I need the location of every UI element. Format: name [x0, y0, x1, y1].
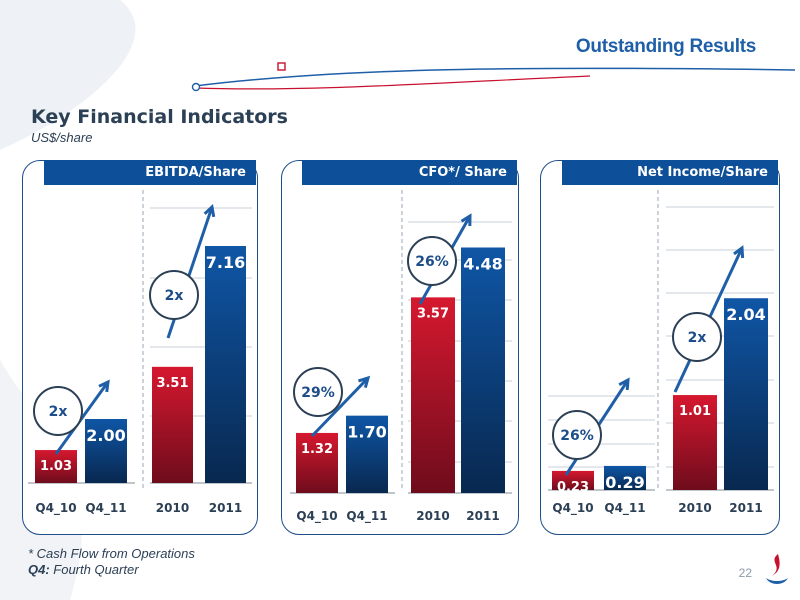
section-title: Key Financial Indicators [31, 106, 288, 128]
footnote-cfo: * Cash Flow from Operations [28, 546, 195, 561]
bar-2011 [461, 247, 505, 493]
data-label: 0.23 [557, 480, 589, 495]
category-label: Q4_10 [552, 501, 593, 516]
growth-badge [552, 410, 602, 460]
bar-q4_11 [85, 419, 127, 483]
growth-badge-label: 29% [301, 385, 335, 401]
data-label: 1.01 [679, 404, 711, 419]
data-label: 3.51 [156, 376, 188, 391]
bar-2011 [205, 246, 246, 483]
data-label: 2.04 [726, 305, 765, 324]
bar-2011 [724, 298, 768, 490]
growth-badge [149, 270, 199, 320]
category-label: 2011 [209, 501, 242, 515]
data-label: 3.57 [417, 306, 449, 321]
bar-2010 [411, 297, 455, 493]
growth-badge-label: 26% [560, 428, 594, 444]
bar-q4_10 [552, 470, 594, 490]
category-label: Q4_11 [346, 509, 387, 524]
panel-title-ebitda: EBITDA/Share [44, 160, 256, 185]
category-label: Q4_10 [296, 509, 337, 524]
growth-badge [33, 386, 83, 436]
data-label: 1.03 [40, 459, 72, 474]
category-label: Q4_11 [604, 501, 645, 516]
growth-badge-label: 2x [49, 404, 68, 420]
slide-title: Outstanding Results [575, 36, 756, 57]
data-label: 1.32 [301, 442, 333, 457]
growth-badge [407, 236, 457, 286]
growth-badge-label: 2x [165, 288, 184, 304]
category-label: 2011 [466, 509, 499, 523]
decorative-line [191, 62, 796, 92]
category-label: Q4_10 [35, 501, 76, 516]
data-label: 7.16 [206, 253, 245, 272]
data-label: 4.48 [463, 254, 502, 273]
arrow-head-icon [460, 213, 472, 227]
arrow-head-icon [98, 379, 110, 393]
data-label: 1.70 [347, 423, 386, 442]
company-logo-icon [766, 554, 788, 584]
category-label: 2010 [416, 509, 449, 523]
bar-q4_10 [296, 432, 338, 493]
growth-arrow [310, 376, 370, 438]
bar-q4_10 [35, 450, 77, 483]
category-label: 2010 [678, 501, 711, 515]
growth-badge-label: 2x [688, 330, 707, 346]
category-label: Q4_11 [85, 501, 126, 516]
bar-q4_11 [604, 465, 646, 490]
category-label: 2010 [156, 501, 189, 515]
arrow-head-icon [358, 375, 371, 389]
growth-badge [293, 367, 343, 417]
arrow-head-icon [733, 245, 745, 259]
panel-title-net-income: Net Income/Share [562, 160, 778, 185]
growth-badge [672, 312, 722, 362]
panel-title-cfo: CFO*/ Share [302, 160, 517, 185]
section-subtitle: US$/share [31, 130, 93, 145]
arrow-head-icon [618, 377, 630, 391]
growth-badge-label: 26% [415, 254, 449, 270]
footnote-q4: Q4: Fourth Quarter [28, 562, 139, 577]
bar-2010 [152, 366, 193, 483]
bar-q4_11 [346, 415, 388, 493]
bar-2010 [673, 395, 717, 490]
data-label: 2.00 [86, 426, 125, 445]
category-label: 2011 [729, 501, 762, 515]
data-label: 0.29 [605, 473, 644, 492]
arrow-head-icon [203, 204, 216, 218]
page-number: 22 [738, 566, 752, 580]
